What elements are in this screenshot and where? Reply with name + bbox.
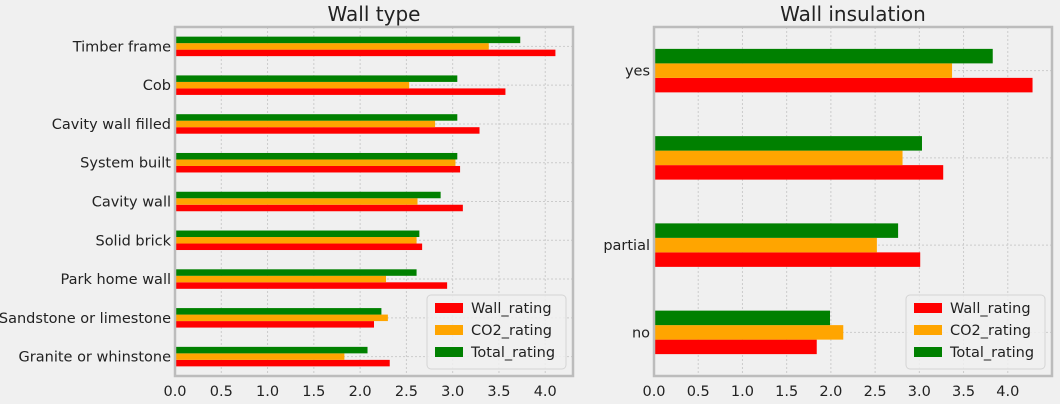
bar-co2-rating [175, 275, 387, 283]
x-tick-label: 2.0 [349, 384, 372, 400]
bar-co2-rating [175, 237, 417, 244]
bar-wall-rating [654, 165, 944, 180]
x-tick-label: 1.0 [256, 384, 279, 400]
x-tick-label: 2.5 [864, 384, 887, 400]
chart-1: no partial yes 0.0 0.5 1.0 1.5 2.0 2.5 3.0 3.5 4.0 W… [603, 2, 1054, 400]
y-tick-label: yes [625, 64, 650, 80]
y-tick-label: Timber frame [72, 39, 171, 55]
plot-frame [173, 25, 575, 378]
x-tick-label: 0.0 [642, 384, 665, 400]
bar-total-rating [175, 36, 521, 44]
bar-wall-rating [654, 252, 921, 267]
legend-label: Total_rating [949, 345, 1034, 361]
y-tick-label: no [632, 325, 650, 341]
bar-total-rating [654, 310, 831, 326]
bar-wall-rating [175, 204, 463, 212]
bar-wall-rating [175, 243, 423, 251]
bar-total-rating [654, 48, 993, 64]
x-tick-label: 0.0 [163, 384, 186, 400]
bar-co2-rating [175, 159, 456, 166]
bar-wall-rating [654, 339, 817, 355]
legend-swatch [435, 325, 463, 335]
bar-total-rating [654, 136, 922, 151]
bar-total-rating [175, 346, 368, 354]
bar-wall-rating [175, 127, 480, 134]
x-tick-label: 4.0 [534, 384, 557, 400]
y-tick-label: partial [603, 238, 650, 254]
x-tick-label: 1.5 [775, 384, 798, 400]
x-tick-label: 0.5 [687, 384, 710, 400]
bar-wall-rating [175, 359, 390, 367]
legend: Wall_rating CO2_rating Total_rating [905, 294, 1046, 370]
chart-title: Wall type [328, 2, 421, 26]
x-tick-label: 1.5 [302, 384, 325, 400]
y-tick-label: Cob [143, 78, 171, 94]
y-tick-label: System built [80, 156, 171, 172]
bar-wall-rating [175, 165, 461, 173]
x-tick-label: 3.0 [908, 384, 931, 400]
bar-co2-rating [654, 150, 903, 166]
bar-co2-rating [175, 353, 345, 360]
plot-frame [652, 25, 1054, 378]
bar-co2-rating [175, 43, 489, 50]
legend-label: CO2_rating [471, 323, 552, 339]
bar-co2-rating [654, 325, 844, 340]
legend-swatch [914, 303, 942, 313]
y-tick-label: Park home wall [61, 272, 171, 288]
x-tick-label: 2.5 [395, 384, 418, 400]
bar-total-rating [175, 191, 441, 199]
legend-swatch [914, 325, 942, 335]
bar-total-rating [175, 269, 417, 276]
bar-co2-rating [175, 120, 436, 128]
bar-total-rating [175, 75, 458, 82]
legend-swatch [435, 347, 463, 357]
y-tick-label: Sandstone or limestone [0, 311, 171, 327]
chart-0: Granite or whinstone Sandstone or limesto… [0, 2, 575, 400]
legend-label: Wall_rating [950, 301, 1031, 317]
bar-total-rating [175, 114, 458, 121]
x-tick-label: 2.0 [819, 384, 842, 400]
bar-total-rating [175, 230, 420, 238]
bar-co2-rating [175, 198, 418, 205]
bar-wall-rating [175, 282, 448, 289]
x-tick-label: 4.0 [996, 384, 1019, 400]
y-tick-label: Cavity wall [92, 195, 171, 211]
bar-wall-rating [175, 88, 506, 95]
bar-co2-rating [175, 314, 388, 322]
x-tick-label: 1.0 [731, 384, 754, 400]
legend-label: Wall_rating [471, 301, 552, 317]
x-tick-label: 3.5 [487, 384, 510, 400]
bar-co2-rating [175, 81, 410, 89]
legend-swatch [914, 347, 942, 357]
legend: Wall_rating CO2_rating Total_rating [426, 294, 567, 370]
y-tick-label: Cavity wall filled [52, 117, 171, 133]
x-tick-label: 0.5 [210, 384, 233, 400]
bar-wall-rating [175, 321, 374, 328]
bar-co2-rating [654, 63, 953, 78]
bar-co2-rating [654, 237, 877, 253]
legend-swatch [435, 303, 463, 313]
bar-total-rating [175, 308, 382, 315]
y-tick-label: Granite or whinstone [19, 350, 172, 366]
x-tick-label: 3.0 [441, 384, 464, 400]
y-tick-label: Solid brick [95, 233, 171, 249]
bar-total-rating [175, 152, 458, 160]
legend-label: CO2_rating [950, 323, 1031, 339]
legend-label: Total_rating [470, 345, 555, 361]
bar-wall-rating [654, 77, 1033, 93]
bar-wall-rating [175, 49, 556, 57]
chart-title: Wall insulation [780, 2, 926, 26]
x-tick-label: 3.5 [952, 384, 975, 400]
bar-total-rating [654, 223, 899, 238]
